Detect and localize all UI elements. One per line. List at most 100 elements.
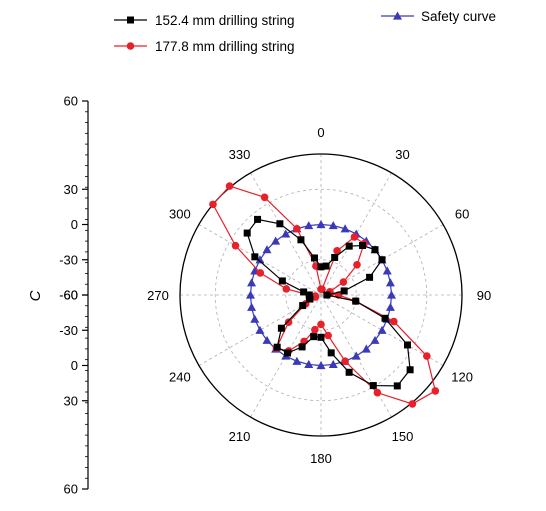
data-point [327, 349, 335, 357]
data-point [345, 368, 353, 376]
data-point [340, 287, 348, 295]
radial-tick-label: 30 [64, 393, 78, 408]
data-point [231, 241, 240, 250]
data-point [359, 241, 367, 249]
data-point [339, 278, 348, 286]
grid-circle [285, 259, 357, 331]
angle-tick-label: 60 [455, 207, 469, 222]
legend-label: 152.4 mm drilling string [155, 13, 295, 28]
data-point [250, 314, 260, 323]
data-point [278, 277, 286, 285]
outer-circle [179, 153, 463, 437]
data-point [311, 325, 319, 334]
data-point [377, 325, 387, 334]
data-point [381, 314, 389, 322]
data-point [385, 278, 395, 287]
data-point [370, 335, 380, 344]
data-point [393, 382, 401, 390]
radial-tick-label: 0 [71, 217, 78, 232]
data-point [385, 302, 395, 311]
data-point [276, 220, 284, 228]
angle-tick-label: 270 [147, 288, 169, 303]
data-point [390, 317, 398, 326]
angular-axis: 0 30 60 90 120 150 180 210 240 270 300 330 [147, 125, 491, 466]
polar-grid [179, 153, 463, 437]
data-point [382, 266, 392, 275]
data-point [126, 42, 135, 50]
legend-entry: 152.4 mm drilling string [114, 13, 295, 28]
data-point [251, 253, 259, 261]
data-point [247, 302, 257, 311]
data-point [262, 245, 272, 254]
data-point [297, 236, 305, 244]
data-point [225, 182, 234, 190]
data-point [284, 318, 293, 326]
data-point [271, 236, 281, 245]
data-point [316, 220, 326, 229]
radial-tick-label: 60 [64, 482, 78, 497]
data-point [247, 278, 257, 287]
legend-entry: Safety curve [381, 9, 496, 24]
data-point [345, 242, 353, 250]
data-point [333, 247, 341, 255]
data-point [318, 285, 326, 294]
data-point [262, 335, 272, 344]
data-point [366, 273, 374, 281]
angle-tick-label: 0 [317, 125, 324, 140]
angle-tick-label: 240 [169, 370, 191, 385]
legend-label: 177.8 mm drilling string [155, 39, 295, 54]
data-point [255, 325, 265, 334]
data-point [246, 290, 255, 299]
data-point [393, 11, 402, 20]
radial-axis-label: C [27, 290, 44, 301]
radial-tick-label: -30 [59, 252, 78, 267]
data-point [322, 262, 330, 270]
data-point [281, 229, 291, 238]
angle-tick-label: 120 [451, 370, 473, 385]
data-point [403, 341, 411, 349]
data-point [254, 215, 262, 223]
data-point [243, 229, 251, 237]
data-point [316, 361, 326, 370]
data-point [323, 291, 331, 299]
data-point [298, 343, 306, 351]
data-point [317, 263, 325, 271]
angle-tick-label: 300 [169, 207, 191, 222]
radial-tick-label: -60 [59, 288, 78, 303]
data-point [431, 387, 440, 395]
data-point [371, 246, 379, 254]
data-point [304, 221, 314, 230]
data-point [328, 221, 338, 230]
data-point [304, 359, 314, 369]
data-point [423, 352, 431, 360]
grid-circle [214, 188, 428, 402]
data-point [310, 333, 318, 341]
data-point [293, 224, 301, 233]
data-point [353, 260, 361, 269]
data-point [352, 297, 360, 305]
radial-tick-label: -30 [59, 323, 78, 338]
data-point [378, 256, 386, 264]
legend-label: Safety curve [421, 9, 496, 24]
angle-tick-label: 180 [310, 451, 332, 466]
angle-tick-label: 150 [392, 429, 414, 444]
legend: 152.4 mm drilling string 177.8 mm drillin… [114, 9, 496, 54]
data-point [273, 343, 281, 351]
radial-tick-label: 60 [64, 94, 78, 109]
radial-tick-label: -60 [59, 288, 78, 303]
data-point [255, 255, 265, 264]
data-point [351, 351, 361, 360]
angle-tick-label: 210 [229, 429, 251, 444]
data-point [292, 356, 302, 365]
data-point [282, 285, 291, 293]
angle-tick-label: 330 [229, 147, 251, 162]
data-point [324, 331, 332, 340]
data-point [260, 193, 269, 202]
data-point [317, 333, 325, 341]
angle-tick-label: 90 [477, 288, 491, 303]
data-point [331, 253, 339, 261]
data-point [341, 357, 349, 366]
data-point [284, 349, 292, 357]
